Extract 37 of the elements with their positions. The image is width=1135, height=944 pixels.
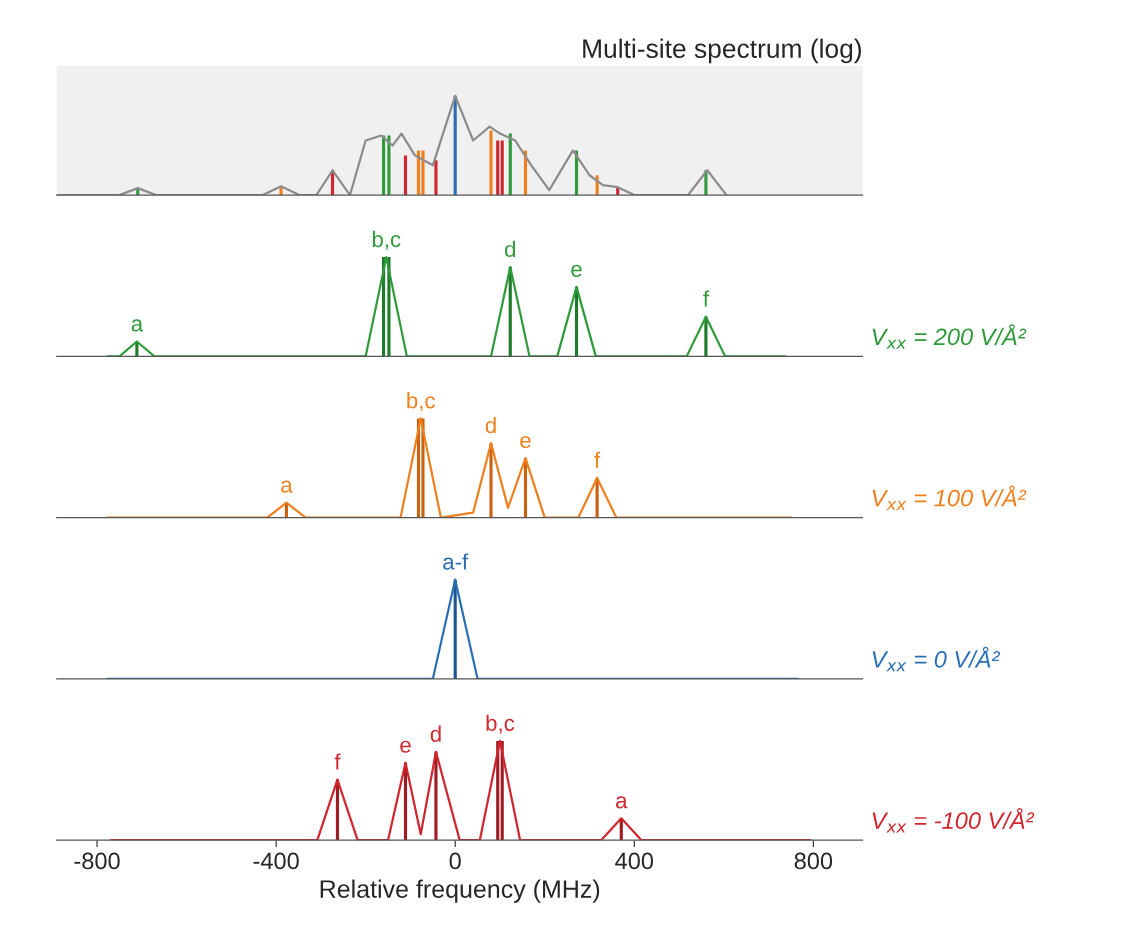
annotation: b,c (486, 714, 515, 734)
annotation: b,c (372, 230, 401, 250)
bar (421, 150, 425, 196)
annotation: f (334, 753, 341, 770)
annotation: f (594, 451, 601, 468)
x-tick-label: -400 (253, 852, 299, 870)
bar (508, 133, 512, 196)
annotation: f (703, 290, 710, 307)
text: V$_{xx}$ = 100 V/Å² (872, 485, 1027, 511)
bar (387, 135, 391, 196)
annotation: a (131, 319, 144, 332)
x-tick-label: -800 (74, 852, 120, 870)
annotation: e (400, 740, 411, 753)
text: V$_{xx}$ = 200 V/Å² (872, 324, 1027, 349)
annotation: a (281, 480, 293, 493)
annotation: e (520, 435, 531, 449)
annotation: a (616, 796, 628, 809)
bar (500, 140, 504, 196)
annotation: d (485, 416, 496, 434)
annotation: d (430, 725, 441, 742)
annotation: e (571, 264, 582, 277)
chart-title: Multi-site spectrum (log) (583, 38, 861, 64)
bar (434, 160, 438, 196)
annotation: b,c (407, 392, 435, 412)
annotation: a-f (443, 553, 469, 570)
x-tick-label: 400 (615, 852, 654, 870)
bar (496, 140, 500, 196)
bar (489, 130, 493, 196)
x-tick-label: 800 (794, 852, 833, 870)
bar (403, 155, 408, 196)
bar (489, 443, 493, 518)
x-axis-title: Relative frequency (MHz) (320, 879, 600, 903)
bar (434, 751, 438, 841)
x-tick-label: 0 (449, 852, 461, 870)
annotation: d (505, 240, 516, 258)
text: V$_{xx}$ = -100 V/Å² (872, 808, 1035, 833)
text: V$_{xx}$ = 0 V/Å² (872, 646, 1001, 672)
